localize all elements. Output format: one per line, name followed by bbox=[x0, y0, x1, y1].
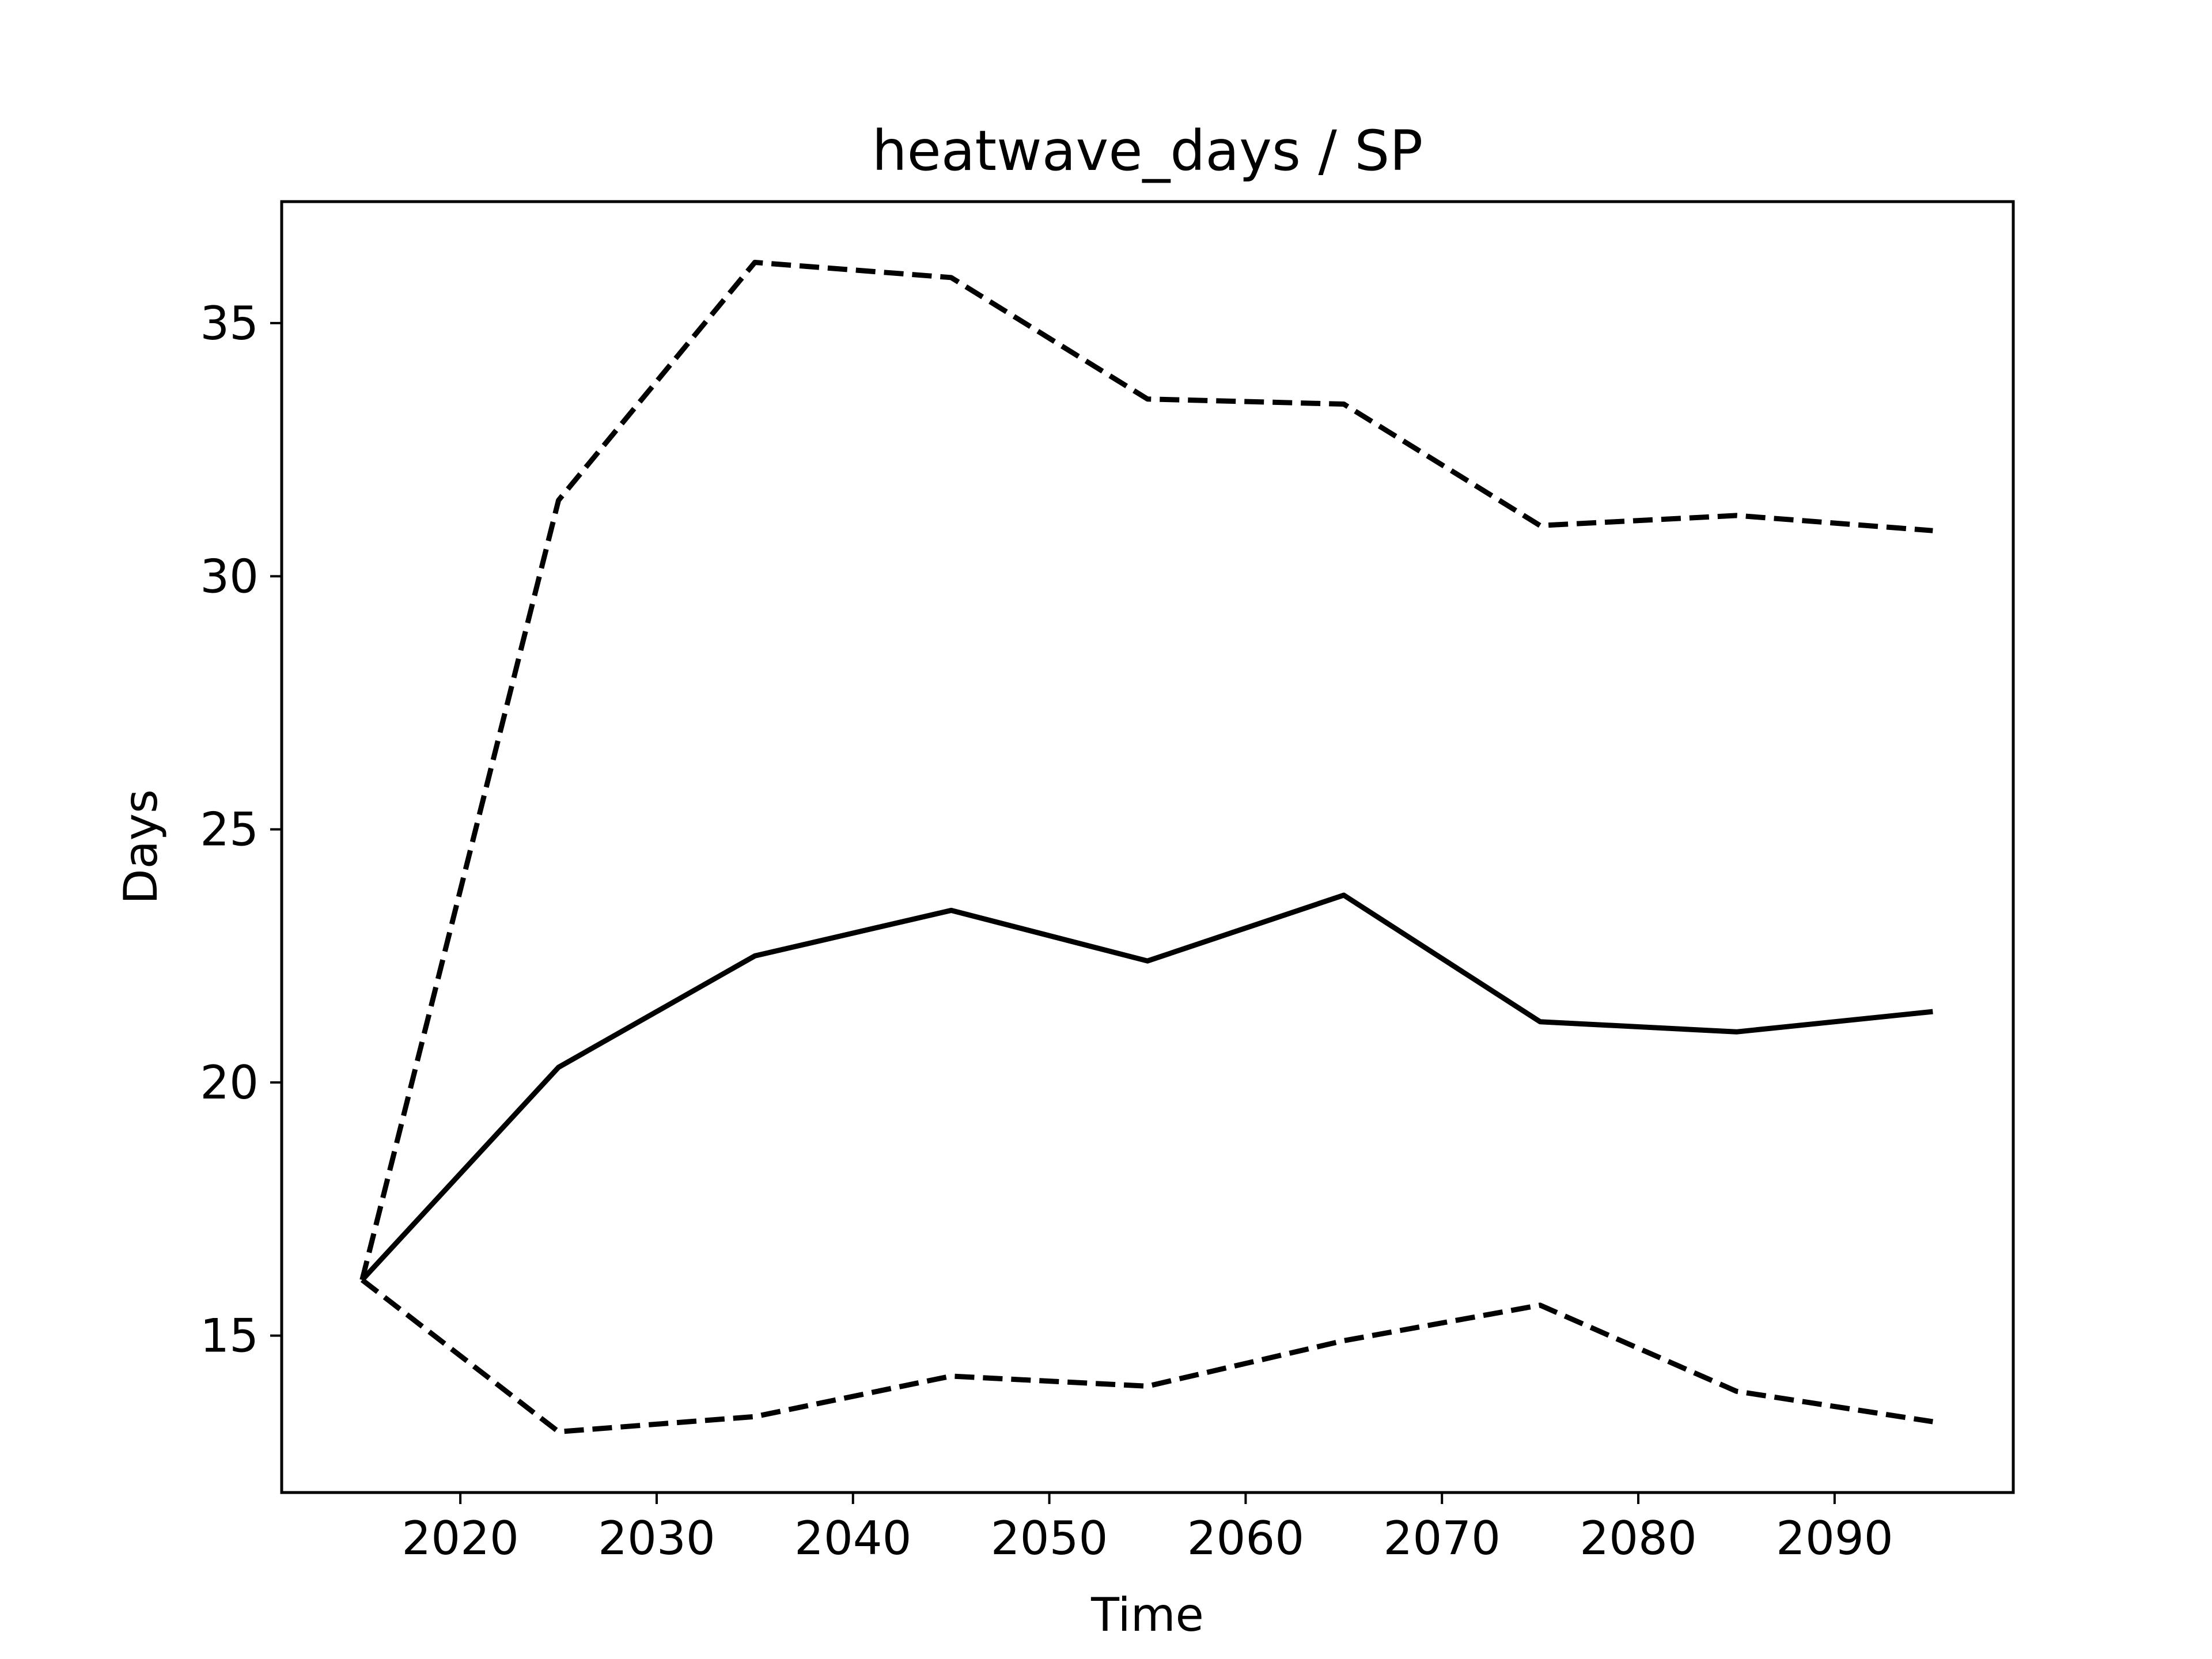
y-tick-label: 30 bbox=[200, 550, 259, 603]
x-tick-label: 2090 bbox=[1776, 1512, 1893, 1565]
y-axis-label: Days bbox=[114, 789, 168, 904]
x-tick-label: 2050 bbox=[991, 1512, 1108, 1565]
y-axis: 15 20 25 30 35 bbox=[200, 297, 282, 1363]
chart-title: heatwave_days / SP bbox=[872, 119, 1423, 183]
y-tick-label: 20 bbox=[200, 1056, 259, 1109]
series-layer bbox=[359, 260, 1933, 1434]
x-tick-label: 2060 bbox=[1187, 1512, 1305, 1565]
x-axis-label: Time bbox=[1090, 1588, 1204, 1642]
x-tick-label: 2070 bbox=[1383, 1512, 1501, 1565]
plot-frame bbox=[280, 200, 2015, 1494]
x-tick-label: 2030 bbox=[598, 1512, 715, 1565]
series-line-1 bbox=[359, 260, 1933, 1281]
series-line-3 bbox=[360, 1278, 1933, 1434]
x-tick-label: 2080 bbox=[1580, 1512, 1697, 1565]
x-axis: 2020 2030 2040 2050 2060 2070 2080 2090 bbox=[402, 1493, 1893, 1565]
y-tick-label: 25 bbox=[200, 803, 259, 857]
x-tick-label: 2020 bbox=[402, 1512, 519, 1565]
y-tick-label: 15 bbox=[200, 1309, 259, 1363]
y-tick-label: 35 bbox=[200, 297, 259, 350]
series-line-2 bbox=[360, 892, 1933, 1282]
x-tick-label: 2040 bbox=[794, 1512, 912, 1565]
